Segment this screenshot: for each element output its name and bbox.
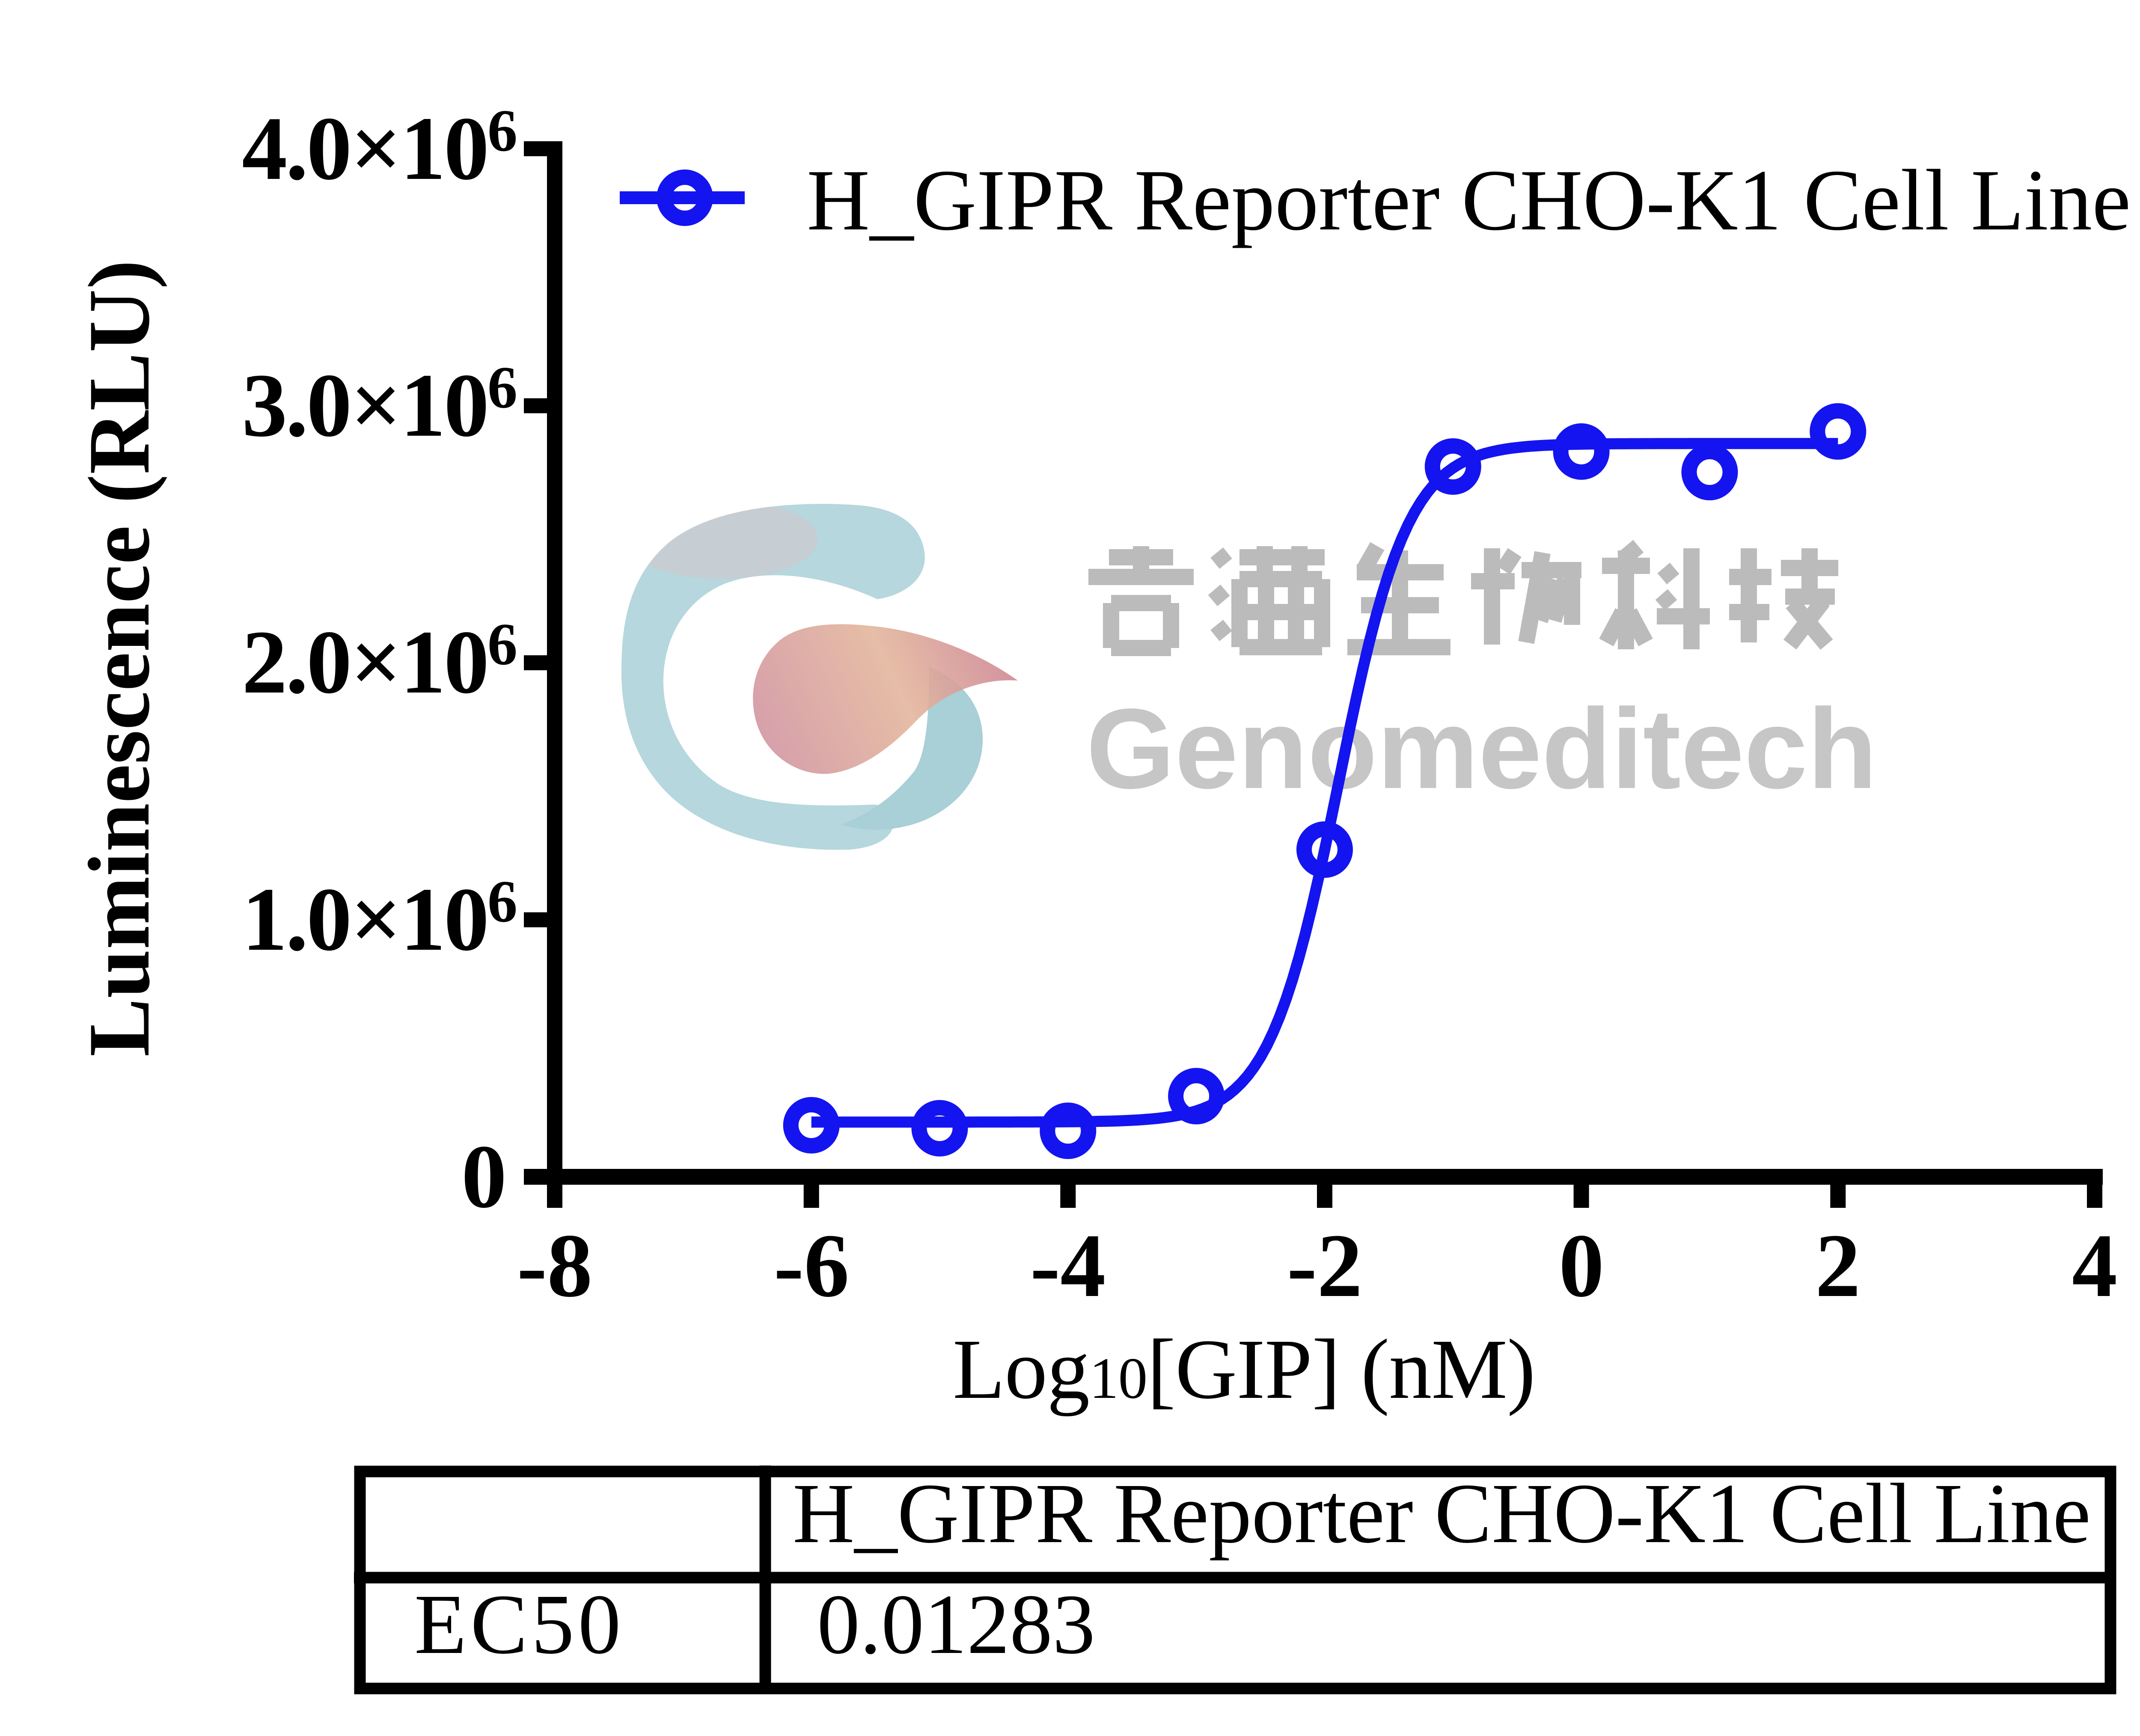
svg-text:Genomeditech: Genomeditech: [1086, 685, 1877, 812]
svg-text:EC50: EC50: [414, 1577, 625, 1672]
svg-text:1.0×106: 1.0×106: [242, 868, 516, 969]
svg-text:3.0×106: 3.0×106: [242, 354, 516, 455]
svg-text:0: 0: [1559, 1215, 1604, 1316]
svg-text:-8: -8: [517, 1215, 593, 1316]
svg-text:4.0×106: 4.0×106: [242, 98, 516, 199]
svg-text:-6: -6: [774, 1215, 850, 1316]
svg-text:Luminescence (RLU): Luminescence (RLU): [71, 260, 168, 1057]
svg-text:4: 4: [2072, 1215, 2117, 1316]
svg-text:H_GIPR Reporter CHO-K1 Cell Li: H_GIPR Reporter CHO-K1 Cell Line: [807, 152, 2131, 249]
svg-text:-4: -4: [1030, 1215, 1106, 1316]
svg-text:2: 2: [1815, 1215, 1861, 1316]
svg-text:H_GIPR Reporter CHO-K1 Cell Li: H_GIPR Reporter CHO-K1 Cell Line: [793, 1466, 2091, 1561]
svg-text:0: 0: [461, 1126, 507, 1227]
svg-text:2.0×106: 2.0×106: [242, 611, 516, 712]
svg-text:Log10[GIP] (nM): Log10[GIP] (nM): [953, 1322, 1535, 1417]
svg-text:-2: -2: [1287, 1215, 1363, 1316]
svg-text:0.01283: 0.01283: [817, 1577, 1095, 1672]
